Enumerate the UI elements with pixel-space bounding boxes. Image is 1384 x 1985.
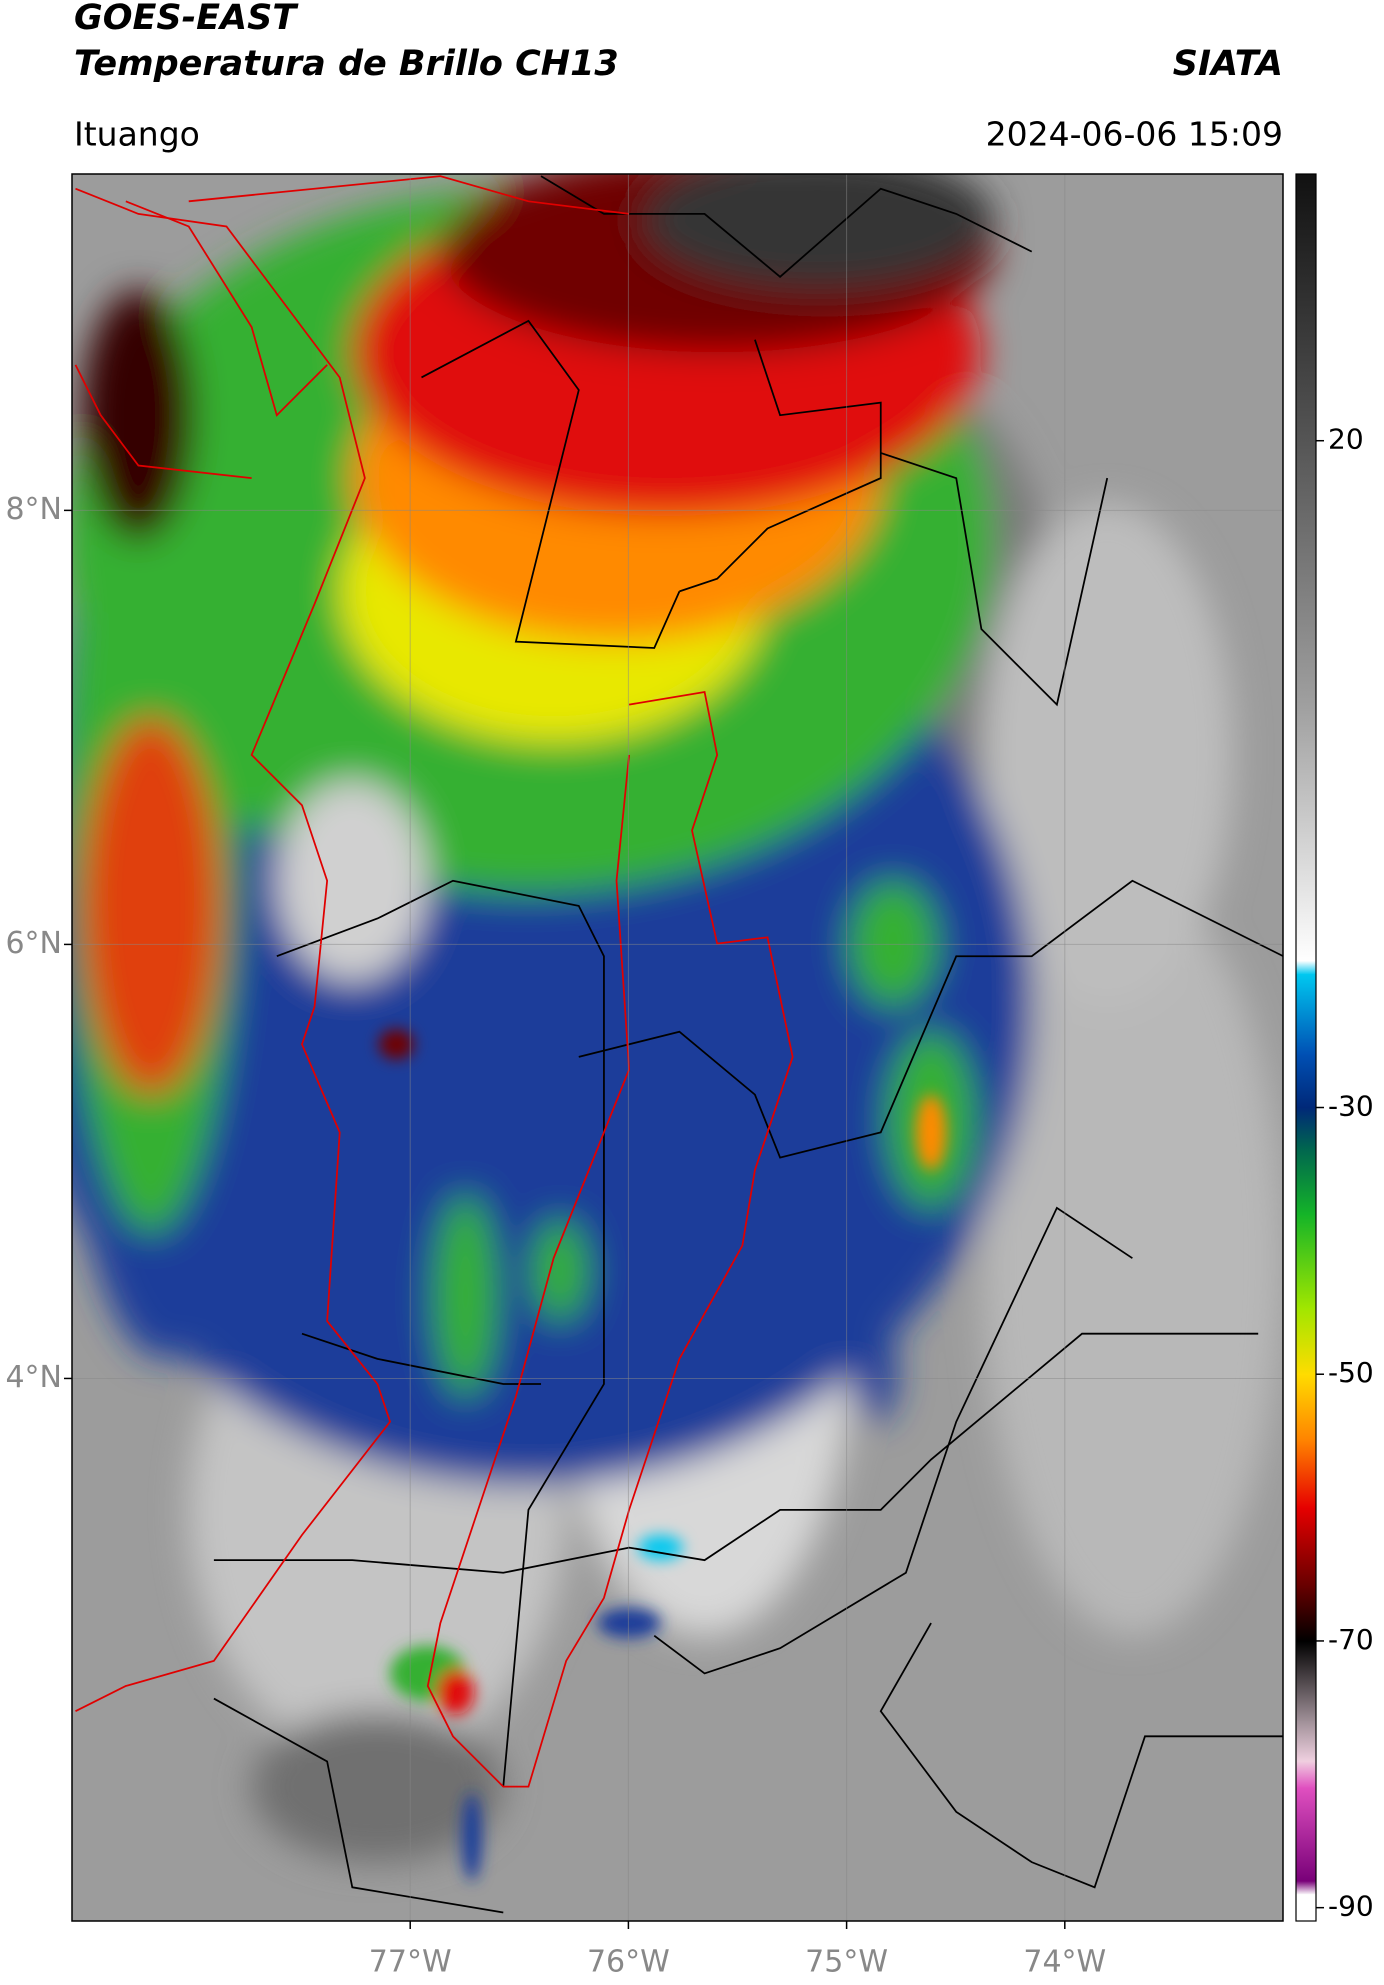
colorbar: 20 -30 -50 -70 -90	[1295, 173, 1374, 1923]
lat-tick-label: 4°N	[5, 1360, 62, 1395]
colorbar-tick-label: -30	[1328, 1090, 1374, 1123]
colorbar-tick-label: -70	[1328, 1623, 1374, 1656]
colorbar-segment	[1296, 1787, 1316, 1882]
timestamp: 2024-06-06 15:09	[986, 115, 1283, 154]
lat-tick-label: 8°N	[5, 492, 62, 527]
lat-tick-label: 6°N	[5, 926, 62, 961]
graticule: 8°N 6°N 4°N 77°W 76°W 75°W 74°W	[5, 174, 1283, 1980]
title: GOES-EAST	[74, 0, 299, 38]
colorbar-frame	[1295, 173, 1317, 1922]
colorbar-segment	[1296, 1307, 1316, 1375]
lon-tick-label: 74°W	[1023, 1945, 1106, 1980]
colorbar-segment	[1296, 960, 1316, 975]
colorbar-tick-label: -50	[1328, 1356, 1374, 1389]
subtitle: Temperatura de Brillo CH13	[74, 44, 619, 84]
colorbar-segment	[1296, 974, 1316, 1055]
colorbar-tick-label: 20	[1328, 423, 1364, 456]
colorbar-segment	[1296, 1440, 1316, 1509]
colorbar-segment	[1296, 1107, 1316, 1149]
colorbar-segment	[1296, 1214, 1316, 1309]
lon-tick-label: 75°W	[805, 1945, 888, 1980]
colorbar-segment	[1296, 1880, 1316, 1895]
colorbar-segment	[1296, 174, 1316, 442]
colorbar-segment	[1296, 707, 1316, 962]
location: Ituango	[74, 115, 200, 154]
lon-tick-label: 77°W	[369, 1945, 452, 1980]
colorbar-segment	[1296, 1507, 1316, 1589]
colorbar-segment	[1296, 1760, 1316, 1789]
colorbar-segment	[1296, 440, 1316, 708]
colorbar-segment	[1296, 1640, 1316, 1722]
colorbar-segment	[1296, 1720, 1316, 1762]
satellite-image	[72, 174, 1283, 1921]
colorbar-segment	[1296, 1147, 1316, 1215]
colorbar-segment	[1296, 1894, 1316, 1922]
map-frame	[71, 173, 1284, 1922]
colorbar-segment	[1296, 1374, 1316, 1442]
source: SIATA	[1173, 44, 1283, 84]
lon-tick-label: 76°W	[587, 1945, 670, 1980]
colorbar-segment	[1296, 1054, 1316, 1109]
colorbar-segment	[1296, 1587, 1316, 1642]
colorbar-tick-label: -90	[1328, 1890, 1374, 1923]
